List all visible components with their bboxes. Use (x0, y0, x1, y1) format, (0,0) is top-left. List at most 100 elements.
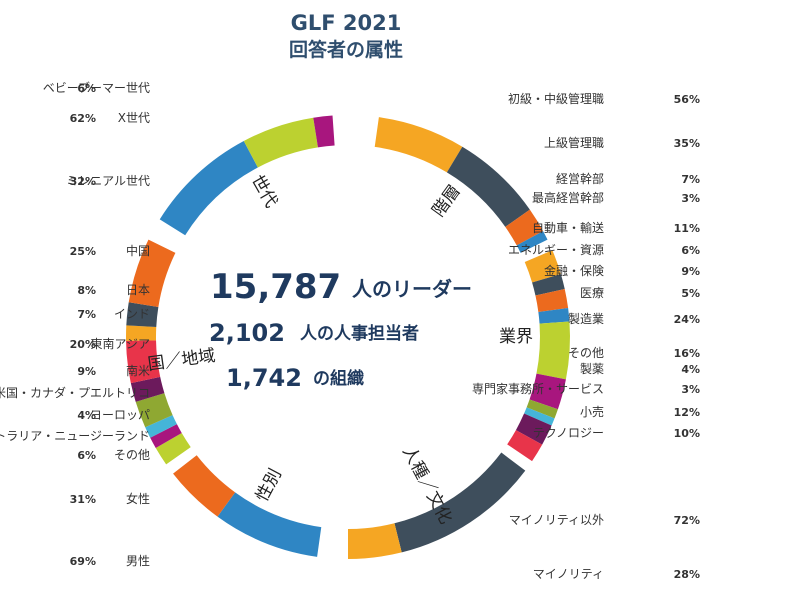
ring-segment (126, 340, 161, 384)
segment-percent: 16% (674, 347, 700, 360)
ring-segment (529, 373, 566, 410)
segment-label: 専門家事務所・サービス (472, 381, 604, 396)
segment-label: 初級・中級管理職 (508, 91, 604, 106)
segment-label: X世代 (118, 111, 150, 125)
segment-percent: 4% (77, 409, 96, 422)
segment-label: テクノロジー (533, 426, 604, 440)
segment-label: 男性 (126, 554, 150, 568)
segment-percent: 5% (681, 287, 700, 300)
ring-segments (126, 115, 571, 559)
segment-percent: 32% (70, 175, 96, 188)
segment-label: オーストラリア・ニュージーランド (0, 429, 150, 443)
segment-percent: 6% (77, 82, 96, 95)
segment-label: ヨーロッパ (90, 408, 150, 422)
segment-label: エネルギー・資源 (508, 243, 604, 257)
ring-segment (505, 209, 544, 246)
segment-label: 中国 (126, 243, 150, 258)
category-label: 階層 (429, 181, 465, 220)
ring-segment (145, 415, 177, 438)
segment-percent: 6% (77, 449, 96, 462)
ring-segment (536, 321, 571, 380)
leaders-label: 人のリーダー (352, 277, 472, 301)
chart-subtitle: 回答者の属性 (289, 38, 403, 61)
ring-segment (243, 117, 318, 168)
category-label: 国／地域 (147, 346, 217, 375)
segment-label: 経営幹部 (556, 171, 604, 186)
ring-segment (446, 146, 530, 227)
segment-label: 自動車・輸送 (532, 220, 604, 235)
segment-label: 小売 (580, 404, 604, 419)
leaders-count: 15,787 (210, 267, 341, 307)
segment-percent: 7% (77, 308, 96, 321)
ring-segment (532, 273, 565, 296)
segment-label: 製薬 (580, 362, 604, 376)
org-label: の組織 (313, 368, 364, 389)
segment-percent: 4% (681, 363, 700, 376)
segment-label: 日本 (126, 283, 150, 297)
segment-percent: 10% (674, 427, 700, 440)
segment-percent: 56% (674, 93, 700, 106)
segment-label: 米国・カナダ・プエルトリコ (0, 385, 150, 400)
category-label: 性別 (252, 466, 286, 505)
ring-segment (159, 140, 258, 236)
ring-segment (538, 308, 570, 324)
ring-segment (507, 430, 543, 462)
org-count: 1,742 (226, 364, 302, 392)
segment-label: 最高経営幹部 (532, 190, 604, 205)
segment-label: 医療 (580, 286, 604, 300)
segment-percent: 12% (674, 406, 700, 419)
ring-segment (126, 302, 159, 327)
ring-segment (128, 239, 176, 307)
segment-label: 南米 (126, 363, 150, 378)
segment-label: 製造業 (568, 312, 604, 326)
segment-percent: 7% (681, 173, 700, 186)
ring-segment (217, 492, 322, 557)
ring-segment (313, 115, 335, 148)
segment-percent: 24% (674, 313, 700, 326)
category-label: 業界 (499, 327, 533, 347)
segment-label: 女性 (126, 491, 150, 506)
segment-percent: 31% (70, 493, 96, 506)
segment-percent: 11% (674, 222, 700, 235)
category-label: 世代 (247, 172, 281, 211)
segment-label: その他 (114, 448, 150, 462)
segment-percent: 69% (70, 555, 96, 568)
segment-percent: 25% (70, 245, 96, 258)
ring-segment (130, 376, 165, 402)
ring-segment (348, 523, 402, 559)
ring-segment (135, 393, 173, 428)
chart-title: GLF 2021 (291, 11, 402, 35)
ring-segment (524, 250, 561, 283)
segment-label: その他 (568, 346, 604, 360)
segment-percent: 62% (70, 112, 96, 125)
ring-segment (394, 452, 526, 553)
segment-percent: 72% (674, 514, 700, 527)
segment-percent: 3% (681, 383, 700, 396)
ring-segment (535, 288, 569, 312)
ring-segment (126, 325, 157, 341)
segment-percent: 9% (681, 265, 700, 278)
segment-percent: 35% (674, 137, 700, 150)
segment-percent: 20% (70, 338, 96, 351)
hr-label: 人の人事担当者 (300, 323, 419, 344)
segment-percent: 8% (77, 284, 96, 297)
segment-label: マイノリティ以外 (509, 513, 604, 527)
ring-segment (155, 433, 191, 465)
segment-percent: 28% (674, 568, 700, 581)
segment-label: 金融・保険 (544, 263, 604, 278)
ring-segment (173, 455, 236, 517)
ring-segment (526, 399, 558, 419)
segment-percent: 3% (681, 192, 700, 205)
segment-percent: 9% (77, 365, 96, 378)
segment-percent: 6% (681, 244, 700, 257)
ring-segment (524, 407, 555, 426)
ring-segment (150, 424, 182, 448)
segment-label: インド (114, 307, 150, 321)
ring-segment (515, 413, 552, 445)
segment-label: 上級管理職 (544, 135, 604, 150)
segment-label: マイノリティ (533, 567, 604, 581)
hr-count: 2,102 (209, 319, 285, 347)
segment-label: ミレニアル世代 (66, 174, 150, 188)
